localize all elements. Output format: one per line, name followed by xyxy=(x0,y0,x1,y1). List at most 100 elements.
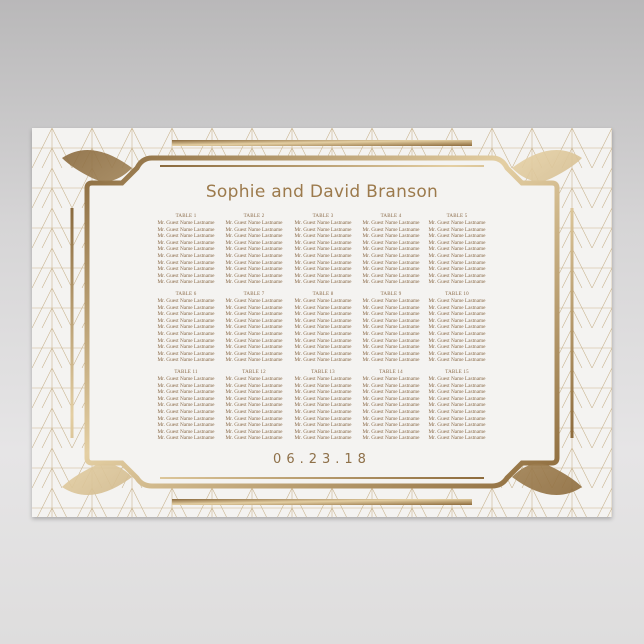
guest-name: Mr. Guest Name Lastname xyxy=(225,402,283,409)
guest-name: Mr. Guest Name Lastname xyxy=(225,298,283,304)
table-block: TABLE 7 Mr. Guest Name Lastname Mr. Guest … xyxy=(220,291,288,364)
guest-name: Mr. Guest Name Lastname xyxy=(157,272,215,279)
table-heading: TABLE 3 xyxy=(312,214,334,219)
table-block: TABLE 14 Mr. Guest Name Lastname Mr. Guest… xyxy=(357,369,425,442)
guest-name: Mr. Guest Name Lastname xyxy=(157,415,215,422)
guest-name: Mr. Guest Name Lastname xyxy=(225,382,283,389)
guest-name: Mr. Guest Name Lastname xyxy=(225,337,283,344)
guest-name: Mr. Guest Name Lastname xyxy=(428,337,486,344)
guest-name: Mr. Guest Name Lastname xyxy=(428,330,486,337)
guest-name: Mr. Guest Name Lastname xyxy=(428,428,486,435)
guest-name: Mr. Guest Name Lastname xyxy=(294,259,352,266)
guest-name: Mr. Guest Name Lastname xyxy=(225,279,283,286)
guest-name: Mr. Guest Name Lastname xyxy=(362,252,420,259)
guest-name: Mr. Guest Name Lastname xyxy=(294,395,352,402)
guest-name: Mr. Guest Name Lastname xyxy=(294,279,352,286)
guest-name: Mr. Guest Name Lastname xyxy=(362,246,420,253)
table-block: TABLE 15 Mr. Guest Name Lastname Mr. Guest… xyxy=(423,369,491,442)
guest-name: Mr. Guest Name Lastname xyxy=(225,428,283,435)
guest-name: Mr. Guest Name Lastname xyxy=(225,259,283,266)
guest-name: Mr. Guest Name Lastname xyxy=(157,317,215,324)
guest-name: Mr. Guest Name Lastname xyxy=(294,324,352,331)
guest-name: Mr. Guest Name Lastname xyxy=(294,252,352,259)
table-heading: TABLE 7 xyxy=(243,292,265,297)
couple-name-title: Sophie and David Branson xyxy=(205,182,439,202)
guest-name: Mr. Guest Name Lastname xyxy=(428,259,486,266)
guest-name: Mr. Guest Name Lastname xyxy=(225,239,283,246)
guest-name: Mr. Guest Name Lastname xyxy=(362,304,420,311)
guest-name: Mr. Guest Name Lastname xyxy=(225,330,283,337)
guest-name: Mr. Guest Name Lastname xyxy=(362,428,420,435)
guest-name: Mr. Guest Name Lastname xyxy=(225,272,283,279)
guest-name: Mr. Guest Name Lastname xyxy=(362,435,420,442)
guest-name: Mr. Guest Name Lastname xyxy=(225,408,283,415)
guest-name: Mr. Guest Name Lastname xyxy=(157,233,215,240)
guest-name: Mr. Guest Name Lastname xyxy=(428,376,486,382)
guest-name: Mr. Guest Name Lastname xyxy=(428,402,486,409)
guest-name: Mr. Guest Name Lastname xyxy=(428,344,486,351)
event-date: 06.23.18 xyxy=(273,452,371,467)
table-block: TABLE 9 Mr. Guest Name Lastname Mr. Guest … xyxy=(357,291,425,364)
guest-name: Mr. Guest Name Lastname xyxy=(362,272,420,279)
guest-name: Mr. Guest Name Lastname xyxy=(157,252,215,259)
guest-name: Mr. Guest Name Lastname xyxy=(428,233,486,240)
guest-name: Mr. Guest Name Lastname xyxy=(362,408,420,415)
table-block: TABLE 12 Mr. Guest Name Lastname Mr. Guest… xyxy=(220,369,288,442)
guest-name: Mr. Guest Name Lastname xyxy=(362,266,420,273)
table-block: TABLE 8 Mr. Guest Name Lastname Mr. Guest … xyxy=(289,291,357,364)
guest-name: Mr. Guest Name Lastname xyxy=(294,311,352,318)
guest-name: Mr. Guest Name Lastname xyxy=(157,239,215,246)
table-block: TABLE 1 Mr. Guest Name Lastname Mr. Guest … xyxy=(152,213,220,286)
guest-name: Mr. Guest Name Lastname xyxy=(225,311,283,318)
guest-name: Mr. Guest Name Lastname xyxy=(157,376,215,382)
guest-name: Mr. Guest Name Lastname xyxy=(428,382,486,389)
table-block: TABLE 5 Mr. Guest Name Lastname Mr. Guest … xyxy=(423,213,491,286)
guest-name: Mr. Guest Name Lastname xyxy=(225,220,283,226)
guest-name: Mr. Guest Name Lastname xyxy=(428,239,486,246)
guest-name: Mr. Guest Name Lastname xyxy=(294,402,352,409)
guest-name: Mr. Guest Name Lastname xyxy=(157,259,215,266)
guest-name: Mr. Guest Name Lastname xyxy=(225,266,283,273)
guest-name: Mr. Guest Name Lastname xyxy=(157,389,215,396)
guest-name: Mr. Guest Name Lastname xyxy=(428,389,486,396)
table-heading: TABLE 6 xyxy=(175,292,197,297)
guest-name: Mr. Guest Name Lastname xyxy=(428,317,486,324)
guest-name: Mr. Guest Name Lastname xyxy=(428,415,486,422)
table-heading: TABLE 1 xyxy=(175,214,197,219)
guest-name: Mr. Guest Name Lastname xyxy=(294,220,352,226)
guest-name: Mr. Guest Name Lastname xyxy=(428,272,486,279)
guest-name: Mr. Guest Name Lastname xyxy=(362,395,420,402)
guest-name: Mr. Guest Name Lastname xyxy=(428,422,486,429)
guest-name: Mr. Guest Name Lastname xyxy=(157,266,215,273)
guest-name: Mr. Guest Name Lastname xyxy=(294,298,352,304)
guest-name: Mr. Guest Name Lastname xyxy=(294,376,352,382)
table-heading: TABLE 15 xyxy=(445,370,469,375)
guest-name: Mr. Guest Name Lastname xyxy=(157,246,215,253)
guest-name: Mr. Guest Name Lastname xyxy=(157,311,215,318)
guest-name: Mr. Guest Name Lastname xyxy=(428,435,486,442)
guest-name: Mr. Guest Name Lastname xyxy=(225,357,283,364)
guest-name: Mr. Guest Name Lastname xyxy=(157,422,215,429)
guest-name: Mr. Guest Name Lastname xyxy=(428,395,486,402)
guest-name: Mr. Guest Name Lastname xyxy=(157,337,215,344)
guest-name: Mr. Guest Name Lastname xyxy=(225,344,283,351)
guest-name: Mr. Guest Name Lastname xyxy=(428,220,486,226)
table-block: TABLE 13 Mr. Guest Name Lastname Mr. Guest… xyxy=(289,369,357,442)
table-heading: TABLE 4 xyxy=(380,214,402,219)
table-block: TABLE 11 Mr. Guest Name Lastname Mr. Guest… xyxy=(152,369,220,442)
guest-name: Mr. Guest Name Lastname xyxy=(294,233,352,240)
guest-name: Mr. Guest Name Lastname xyxy=(157,324,215,331)
guest-name: Mr. Guest Name Lastname xyxy=(362,357,420,364)
guest-name: Mr. Guest Name Lastname xyxy=(428,298,486,304)
guest-name: Mr. Guest Name Lastname xyxy=(362,422,420,429)
guest-name: Mr. Guest Name Lastname xyxy=(225,415,283,422)
guest-name: Mr. Guest Name Lastname xyxy=(362,415,420,422)
table-heading: TABLE 12 xyxy=(242,370,266,375)
table-heading: TABLE 2 xyxy=(243,214,265,219)
table-block: TABLE 4 Mr. Guest Name Lastname Mr. Guest … xyxy=(357,213,425,286)
guest-name: Mr. Guest Name Lastname xyxy=(294,344,352,351)
guest-name: Mr. Guest Name Lastname xyxy=(157,279,215,286)
guest-name: Mr. Guest Name Lastname xyxy=(225,395,283,402)
guest-name: Mr. Guest Name Lastname xyxy=(157,402,215,409)
table-heading: TABLE 11 xyxy=(174,370,198,375)
